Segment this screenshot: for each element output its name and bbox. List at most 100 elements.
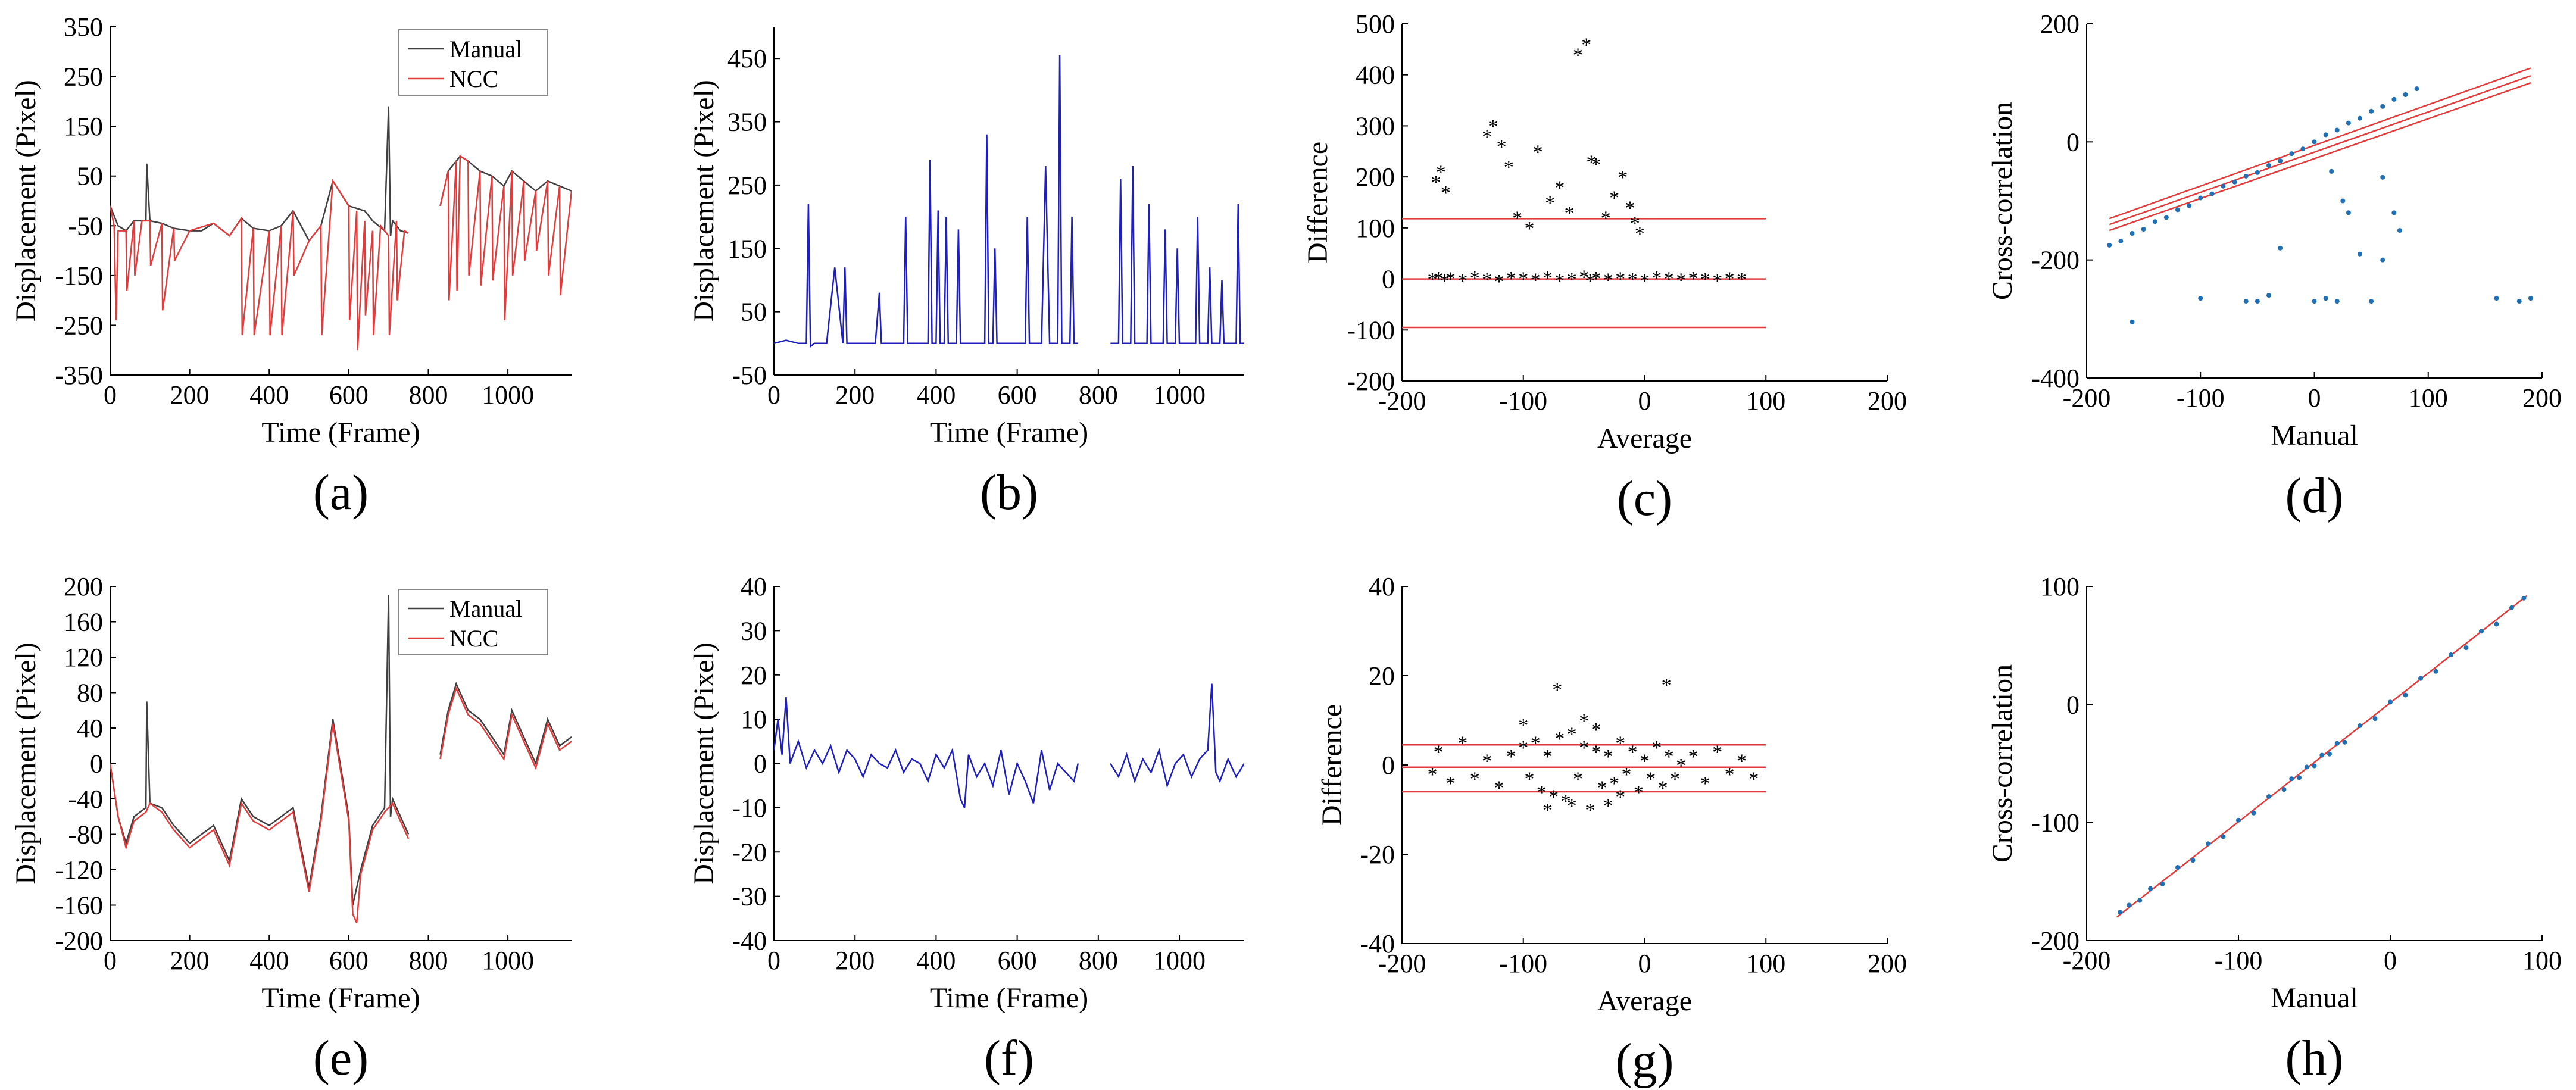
- legend-box: [398, 29, 548, 96]
- scatter-point: *: [1664, 268, 1674, 291]
- panel-label: (h): [2285, 1030, 2344, 1086]
- y-axis-title: Difference: [1302, 142, 1334, 263]
- scatter-point: *: [1640, 751, 1650, 773]
- scatter-point: *: [1603, 269, 1613, 291]
- panel-label: (e): [313, 1030, 369, 1086]
- scatter-point: *: [1579, 266, 1589, 288]
- scatter-point: *: [1506, 746, 1516, 768]
- scatter-point: *: [1512, 208, 1522, 230]
- scatter-point: *: [1441, 182, 1451, 204]
- scatter-point: [2251, 810, 2256, 816]
- x-axis-title: Time (Frame): [261, 982, 420, 1014]
- y-tick-label: -10: [732, 794, 767, 823]
- y-axis-title: Cross-correlation: [1987, 664, 2018, 863]
- x-tick-label: -100: [2177, 383, 2225, 413]
- scatter-point: *: [1712, 270, 1722, 292]
- scatter-point: *: [1488, 115, 1498, 138]
- x-tick-label: 0: [2384, 946, 2397, 975]
- scatter-point: *: [1552, 679, 1562, 701]
- scatter-point: [2266, 163, 2271, 168]
- x-tick-label: 0: [1638, 386, 1651, 416]
- scatter-point: *: [1609, 773, 1619, 795]
- y-axis-title: Displacement (Pixel): [688, 80, 720, 322]
- y-axis-title: Difference: [1316, 704, 1348, 826]
- scatter-point: *: [1427, 764, 1437, 786]
- series-line-ncc: [439, 686, 572, 770]
- x-tick-label: -200: [1378, 949, 1426, 978]
- scatter-point: [2494, 621, 2499, 627]
- scatter-point: [2509, 605, 2514, 610]
- scatter-point: [2289, 151, 2294, 157]
- x-axis-title: Time (Frame): [930, 982, 1088, 1014]
- scatter-point: *: [1567, 269, 1577, 291]
- scatter-point: [2479, 629, 2484, 634]
- scatter-point: [2323, 132, 2328, 138]
- y-axis-title: Displacement (Pixel): [10, 642, 42, 885]
- scatter-point: *: [1658, 777, 1668, 799]
- y-tick-label: -20: [732, 838, 767, 867]
- scatter-point: *: [1427, 269, 1437, 291]
- y-tick-label: 80: [77, 679, 103, 708]
- y-tick-label: -80: [68, 820, 103, 849]
- scatter-point: [2380, 104, 2385, 109]
- scatter-point: *: [1601, 208, 1611, 230]
- scatter-point: *: [1445, 773, 1456, 795]
- scatter-point: [2130, 231, 2135, 236]
- scatter-point: *: [1554, 728, 1565, 750]
- series-line-ncc: [439, 155, 572, 321]
- scatter-point: [2319, 752, 2325, 758]
- scatter-point: [2304, 764, 2309, 770]
- x-tick-label: 800: [1079, 946, 1118, 975]
- scatter-point: *: [1531, 269, 1541, 291]
- y-tick-label: 450: [727, 44, 767, 73]
- scatter-point: [2340, 198, 2346, 204]
- scatter-point: *: [1561, 791, 1571, 813]
- scatter-point: *: [1579, 737, 1589, 759]
- scatter-point: [2403, 692, 2408, 698]
- scatter-point: [2403, 92, 2408, 97]
- scatter-point: [2414, 86, 2419, 92]
- y-tick-label: 200: [1356, 163, 1395, 192]
- y-tick-label: 40: [77, 714, 103, 743]
- scatter-point: [2221, 834, 2226, 839]
- scatter-point: [2160, 881, 2165, 886]
- scatter-point: *: [1482, 126, 1492, 148]
- y-tick-label: 20: [1369, 661, 1395, 691]
- scatter-point: *: [1573, 44, 1583, 66]
- scatter-point: [2127, 902, 2132, 908]
- y-tick-label: 10: [741, 705, 767, 734]
- scatter-point: [2236, 817, 2241, 823]
- x-axis-title: Manual: [2271, 982, 2358, 1014]
- x-tick-label: 200: [170, 946, 210, 975]
- x-tick-label: 100: [1746, 386, 1785, 416]
- panel-b: 0 200 400 600 800 1000 -50 50 150 250 350 450 Time (…: [688, 27, 1244, 520]
- panel-a: 0 200 400 600 800 1000 -350 -250 -150 -50 50 150 250…: [10, 13, 572, 520]
- x-tick-label: 200: [835, 380, 875, 410]
- scatter-point: *: [1554, 177, 1565, 199]
- plot-area: [110, 595, 572, 923]
- plot-area: [2116, 595, 2528, 918]
- scatter-point: *: [1676, 269, 1686, 291]
- scatter-point: [2118, 238, 2124, 243]
- scatter-point: [2391, 210, 2397, 215]
- fit-line: [2109, 75, 2531, 226]
- scatter-point: *: [1518, 715, 1528, 737]
- scatter-point: [2209, 191, 2215, 196]
- series-line-difference: [774, 55, 1078, 348]
- y-tick-label: -120: [55, 855, 103, 885]
- scatter-point: *: [1591, 719, 1601, 741]
- scatter-point: *: [1628, 742, 1638, 764]
- scatter-point: *: [1603, 795, 1613, 817]
- y-tick-label: 200: [2040, 10, 2079, 39]
- scatter-point: [2433, 669, 2438, 674]
- series-line-difference: [1110, 165, 1244, 345]
- y-tick-label: 0: [1382, 751, 1395, 780]
- y-tick-label: -200: [2031, 246, 2079, 275]
- y-tick-label: -40: [732, 926, 767, 955]
- scatter-point: [2187, 203, 2192, 208]
- y-tick-label: -200: [55, 926, 103, 955]
- scatter-point: [2243, 173, 2249, 179]
- y-tick-label: 0: [1382, 265, 1395, 294]
- scatter-point: *: [1688, 268, 1698, 290]
